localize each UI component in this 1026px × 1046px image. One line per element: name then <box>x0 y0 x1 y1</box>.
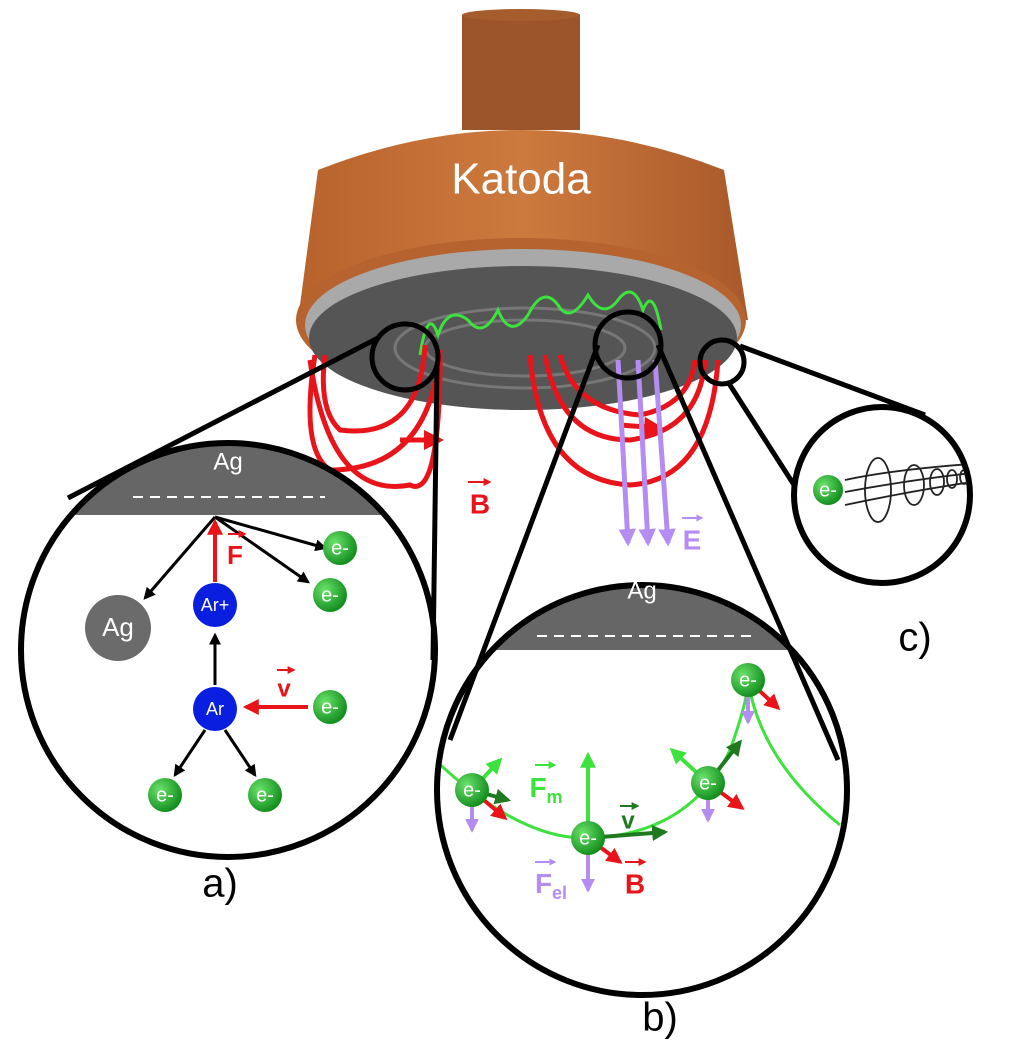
electron-label: e- <box>331 537 349 559</box>
electron: e- <box>148 778 182 812</box>
e-label: E <box>683 524 702 555</box>
electric-force-label: Fel <box>535 868 567 902</box>
field-label: B <box>625 868 645 899</box>
electron: e- <box>455 773 489 807</box>
electron-label: e- <box>156 784 174 806</box>
electron-label: e- <box>819 479 837 501</box>
electron: e- <box>691 766 725 800</box>
velocity-label: v <box>621 807 635 834</box>
electron: e- <box>313 690 347 724</box>
electron-label: e- <box>579 827 597 849</box>
cathode: Katoda <box>296 9 748 410</box>
electron: e- <box>813 475 843 505</box>
electron-label: e- <box>739 669 757 691</box>
panel-c: c) e- <box>794 407 1000 660</box>
panel-label: b) <box>642 996 678 1040</box>
electron: e- <box>313 578 347 612</box>
cathode-label: Katoda <box>451 155 591 204</box>
diagram: Katoda B E <box>0 0 1026 1046</box>
velocity-label: v <box>277 675 291 702</box>
magnetic-field-label: B <box>468 482 490 519</box>
panel-label: a) <box>202 862 238 906</box>
electron-label: e- <box>463 779 481 801</box>
electron: e- <box>571 821 605 855</box>
electron: e- <box>248 778 282 812</box>
electron-label: e- <box>256 784 274 806</box>
electron: e- <box>731 663 765 697</box>
panel-a: Ag F v Ag Ar+ Ar a) e-e-e-e-e- <box>0 430 460 906</box>
electron-label: e- <box>699 772 717 794</box>
electron-label: e- <box>321 584 339 606</box>
electron: e- <box>323 531 357 565</box>
target-label: Ag <box>213 448 242 475</box>
sputtered-atom: Ag <box>102 612 134 642</box>
panel-label: c) <box>898 616 931 660</box>
atom-label: Ar <box>206 699 224 719</box>
b-label: B <box>470 488 490 519</box>
force-label: F <box>227 540 243 570</box>
magnetic-force-label: Fm <box>529 772 562 806</box>
target-label: Ag <box>627 577 656 604</box>
ion-label: Ar+ <box>201 595 230 615</box>
electron-label: e- <box>321 696 339 718</box>
